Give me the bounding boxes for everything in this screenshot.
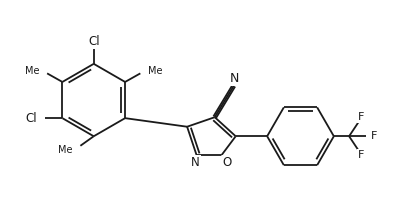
Text: Cl: Cl (25, 112, 36, 125)
Text: Me: Me (148, 65, 163, 76)
Text: F: F (371, 131, 378, 141)
Text: N: N (191, 156, 200, 169)
Text: Me: Me (25, 65, 39, 76)
Text: O: O (222, 156, 232, 169)
Text: N: N (230, 72, 239, 85)
Text: Me: Me (58, 145, 73, 155)
Text: F: F (358, 112, 365, 122)
Text: F: F (358, 150, 365, 160)
Text: Cl: Cl (88, 35, 100, 48)
